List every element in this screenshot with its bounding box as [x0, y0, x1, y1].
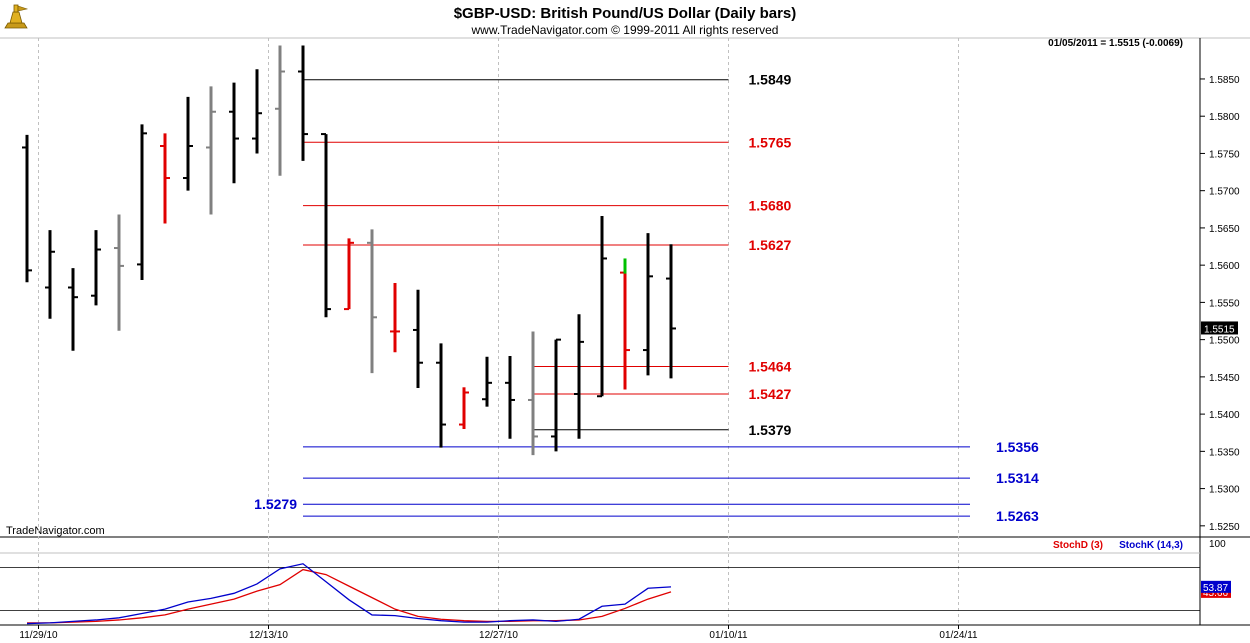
price-bar [666, 244, 676, 379]
price-tick-label: 1.5350 [1209, 447, 1240, 458]
price-bar [482, 356, 492, 407]
level-label: 1.5379 [749, 422, 792, 438]
level-label: 1.5680 [749, 198, 792, 214]
last-price-label: 1.5515 [1204, 324, 1235, 335]
price-pane-frame [0, 37, 1250, 626]
stochk-value-label: 53.87 [1203, 583, 1228, 594]
price-bar [22, 134, 32, 283]
price-bar [321, 133, 331, 318]
price-bar [160, 133, 170, 224]
price-axis: 1.52501.53001.53501.54001.54501.55001.55… [1200, 75, 1240, 533]
price-tick-label: 1.5550 [1209, 298, 1240, 309]
level-label: 1.5627 [749, 237, 792, 253]
price-tick-label: 1.5400 [1209, 410, 1240, 421]
price-tick-label: 1.5700 [1209, 187, 1240, 198]
price-tick-label: 1.5850 [1209, 75, 1240, 86]
stoch-tick-label: 100 [1209, 539, 1226, 550]
last-quote-readout: 01/05/2011 = 1.5515 (-0.0069) [1048, 38, 1183, 49]
price-bar [367, 229, 377, 374]
legend-stochd: StochD (3) [1053, 540, 1103, 551]
price-bar [643, 233, 653, 376]
price-bar [390, 283, 400, 353]
price-bar [68, 268, 78, 351]
level-label: 1.5279 [254, 496, 297, 512]
date-tick-label: 12/27/10 [479, 630, 518, 641]
level-label: 1.5427 [749, 386, 792, 402]
level-label: 1.5314 [996, 470, 1039, 486]
date-axis: 11/29/10 12/13/10 12/27/10 01/10/11 01/24/11 [19, 625, 978, 641]
level-label: 1.5464 [749, 358, 792, 374]
price-bar [551, 338, 561, 452]
price-bar [298, 45, 308, 161]
price-bar [114, 214, 124, 331]
price-bars [22, 45, 676, 456]
price-bar [91, 230, 101, 306]
price-tick-label: 1.5450 [1209, 373, 1240, 384]
level-label: 1.5765 [749, 134, 792, 150]
date-tick-label: 12/13/10 [249, 630, 288, 641]
stochk-line [26, 563, 672, 625]
level-label: 1.5849 [749, 72, 792, 88]
price-bar [620, 258, 630, 390]
stochk-value-box [1201, 580, 1231, 593]
price-bar [459, 387, 469, 430]
last-price-box [1201, 321, 1238, 335]
level-label: 1.5356 [996, 439, 1039, 455]
price-tick-label: 1.5800 [1209, 112, 1240, 123]
price-tick-label: 1.5500 [1209, 336, 1240, 347]
price-bar [183, 96, 193, 191]
watermark-text: TradeNavigator.com [6, 525, 105, 537]
price-bar [436, 343, 446, 448]
price-tick-label: 1.5650 [1209, 224, 1240, 235]
chart-subtitle: www.TradeNavigator.com © 1999-2011 All r… [471, 23, 779, 37]
stochd-line [27, 568, 672, 624]
price-bar [275, 45, 285, 176]
price-bar [45, 230, 55, 319]
support-resistance-levels: 1.5849 1.5765 1.5680 1.5627 1.5464 1.5427 1.53… [254, 72, 1039, 524]
trade-navigator-logo-icon[interactable] [2, 2, 32, 32]
price-bar [229, 82, 239, 184]
price-tick-label: 1.5300 [1209, 485, 1240, 496]
date-tick-label: 01/24/11 [939, 630, 978, 641]
price-bar [206, 86, 216, 215]
legend-stochk: StochK (14,3) [1119, 540, 1183, 551]
price-bar [528, 331, 538, 456]
price-bar [413, 289, 423, 389]
price-tick-label: 1.5250 [1209, 522, 1240, 533]
price-bar [597, 216, 607, 398]
price-tick-label: 1.5750 [1209, 149, 1240, 160]
chart-title: $GBP-USD: British Pound/US Dollar (Daily… [454, 5, 797, 22]
date-tick-label: 01/10/11 [709, 630, 748, 641]
level-label: 1.5263 [996, 508, 1039, 524]
price-bar [137, 124, 147, 281]
price-bar [344, 238, 354, 311]
price-tick-label: 1.5600 [1209, 261, 1240, 272]
price-bar [252, 69, 262, 154]
date-tick-label: 11/29/10 [19, 630, 58, 641]
price-bar [505, 356, 515, 439]
stochd-value-label: 45.66 [1203, 588, 1228, 599]
grid-layer [38, 38, 959, 625]
price-bar [574, 314, 584, 439]
